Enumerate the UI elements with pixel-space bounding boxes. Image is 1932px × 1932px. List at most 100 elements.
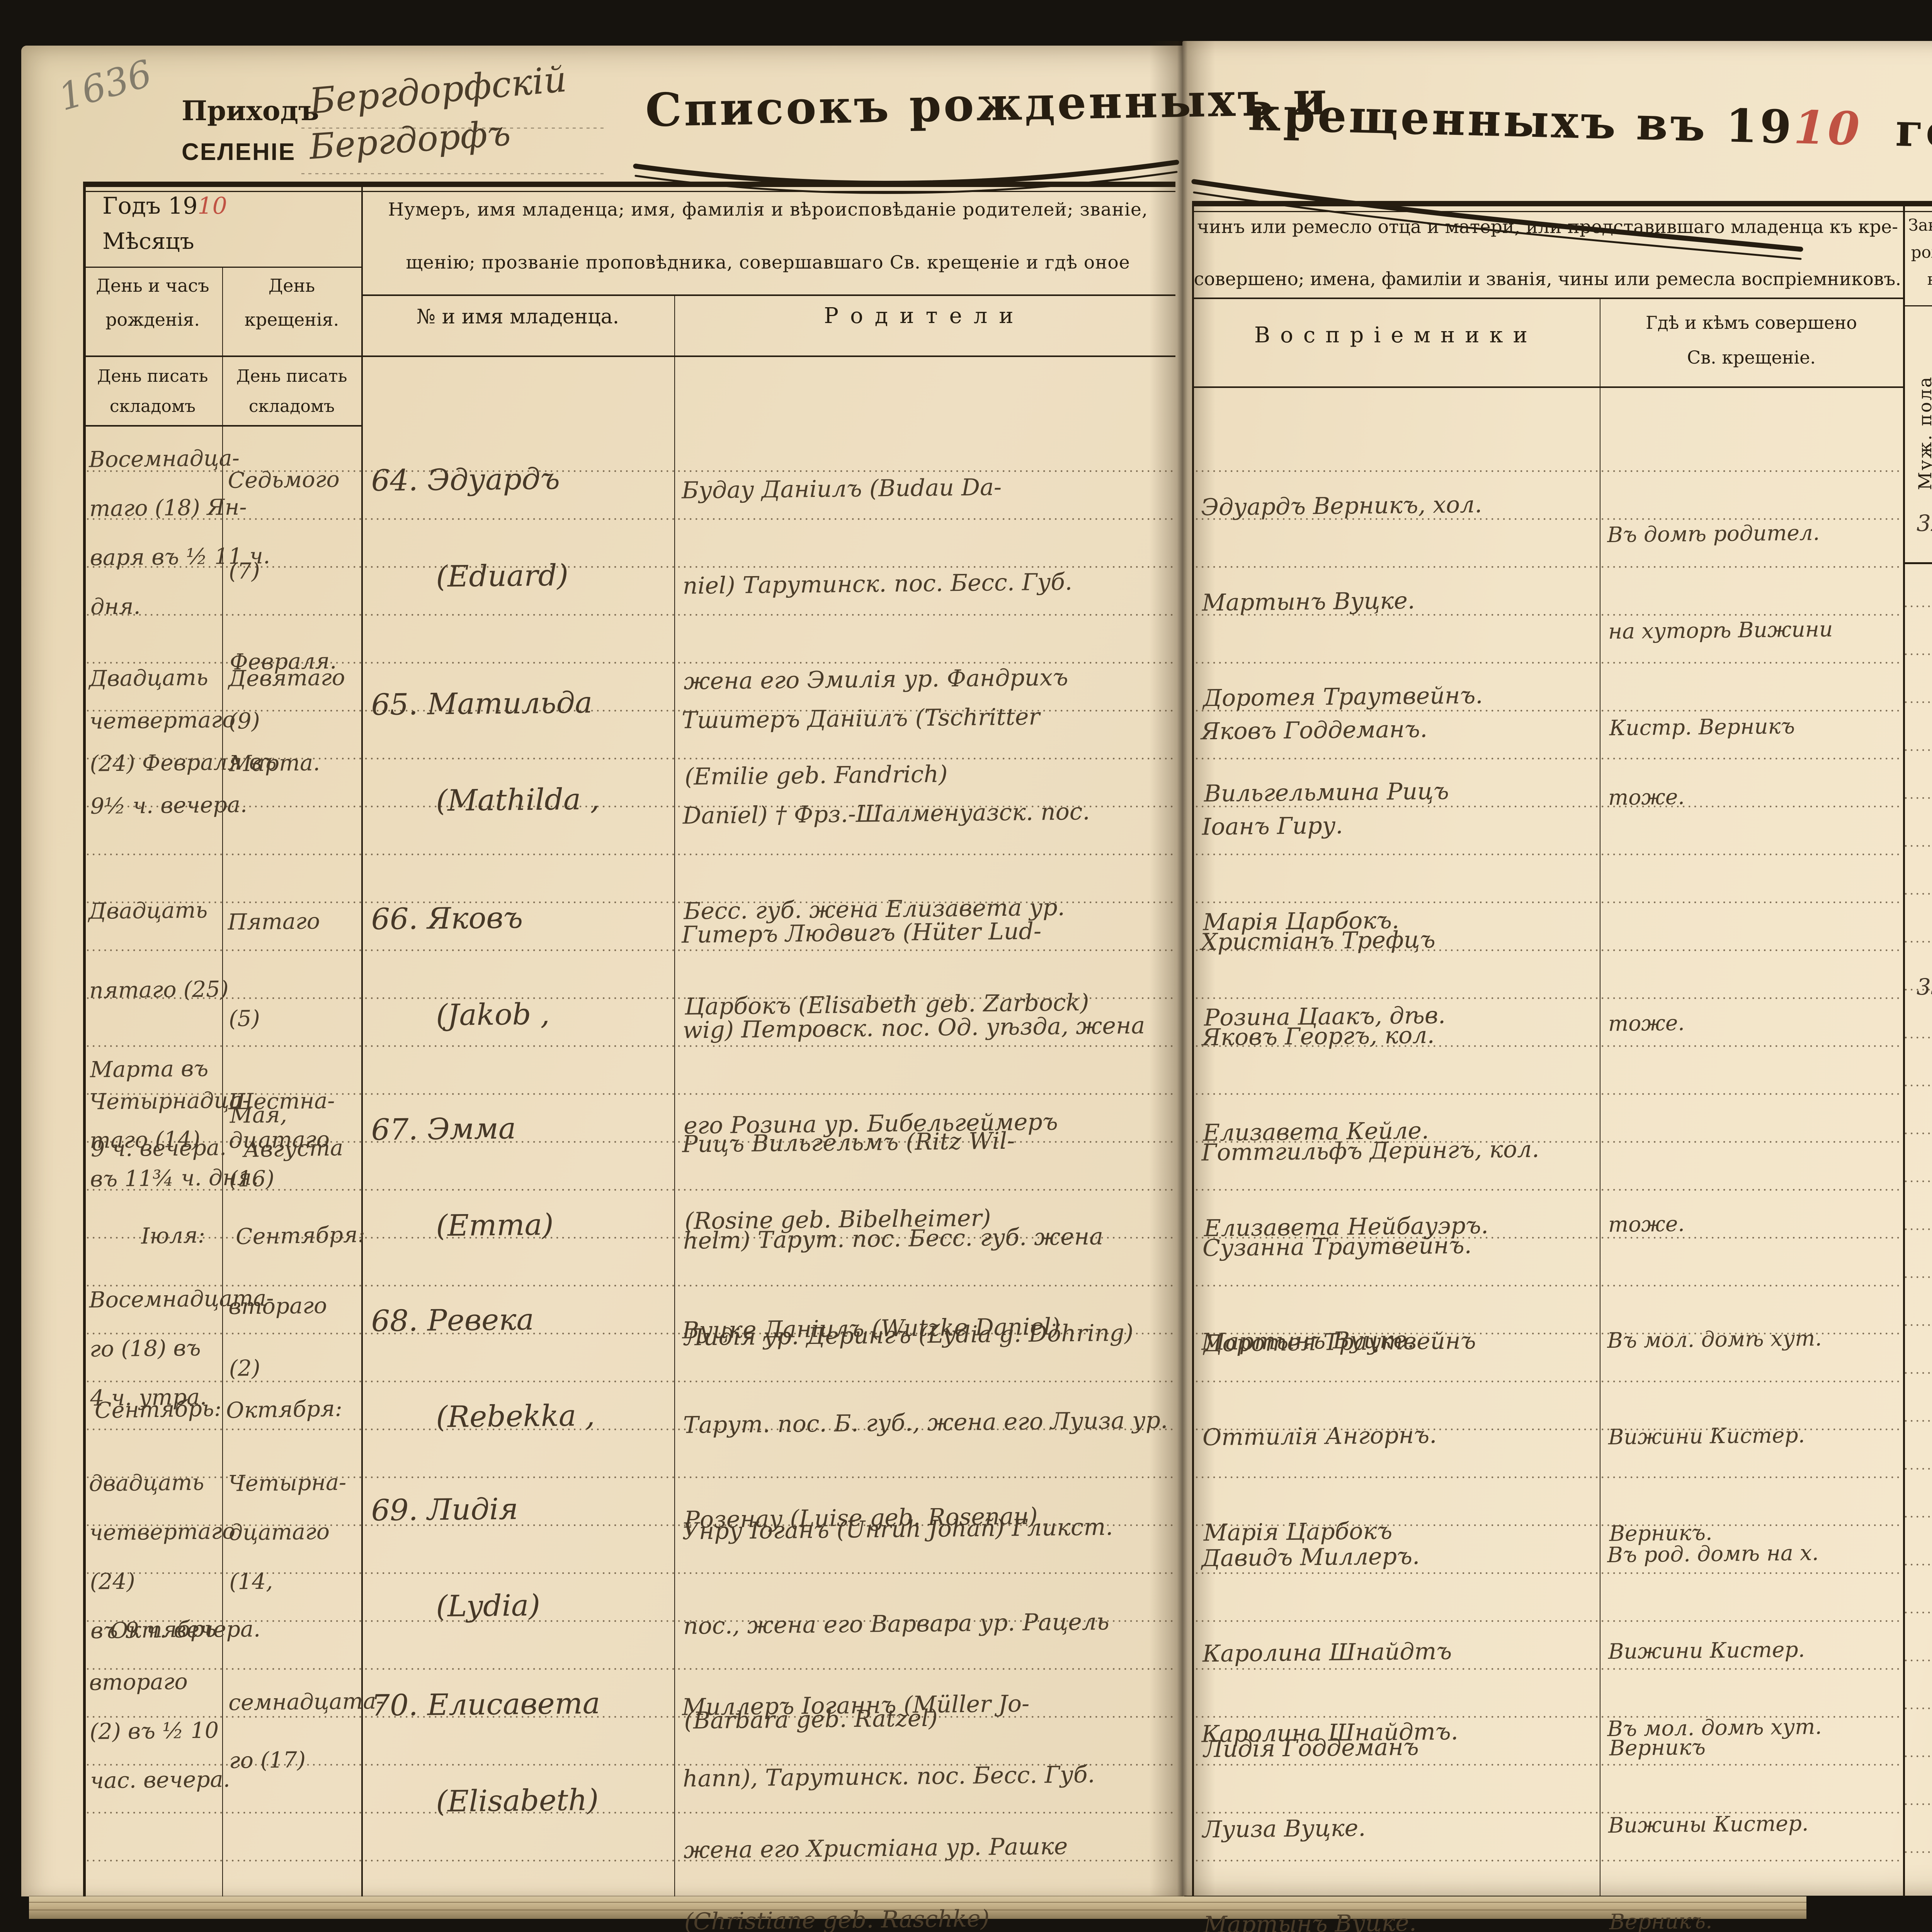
- entry-70-birth-line: втораго: [89, 1669, 188, 1696]
- entry-68-birth-line: Восемнадцата-: [89, 1285, 274, 1313]
- table-rule-horizontal: [1192, 386, 1903, 388]
- entry-69-name-line: (Lydia): [435, 1588, 541, 1624]
- entry-69-name: 69. Лидія (Lydia): [371, 1459, 670, 1655]
- entry-67-name-line: 67. Эмма: [371, 1111, 516, 1147]
- header-right-line2: совершено; имена, фамиліи и званія, чины…: [1194, 269, 1901, 290]
- col-birth-header-1: День и часъ: [96, 275, 209, 296]
- entry-65-godparents-line: Яковъ Годдеманъ.: [1201, 716, 1428, 745]
- village-dotted-line: [301, 173, 607, 174]
- col-parents-header: Родители: [824, 303, 1025, 328]
- entry-69-parents-line: пос., жена его Варвара ур. Рацель: [683, 1608, 1109, 1640]
- entry-68-godparents-line: Мартынъ Вуцке.: [1201, 1326, 1415, 1356]
- entry-64-parents-line: niel) Тарутинск. пос. Бесс. Губ.: [682, 568, 1073, 600]
- entry-70-birth-line: (2) въ ½ 10: [89, 1718, 219, 1745]
- col-where-header-1: Гдѣ и кѣмъ совершено: [1646, 312, 1857, 333]
- entry-64-stat-lm: 32: [1917, 510, 1932, 536]
- entry-65-where-line: тоже.: [1608, 784, 1685, 810]
- entry-64-baptism-line: Седьмого: [228, 466, 340, 493]
- month-annotation-5: Октябрь: [110, 1616, 217, 1644]
- entry-67-birth-line: Четырнадца-: [89, 1087, 250, 1115]
- group-legitimate-header: Законно-рожден-ные.: [1908, 216, 1932, 289]
- entry-64-godparents-line: Мартынъ Вуцке.: [1202, 587, 1415, 617]
- header-right-line1: чинъ или ремесло отца и матери, или пред…: [1197, 216, 1898, 238]
- entry-67-birth-line: въ 11¾ ч. дня.: [90, 1165, 259, 1192]
- entry-69-godparents-line: Давидъ Миллеръ.: [1201, 1543, 1420, 1572]
- entry-68-parents-line: Вуцке Даніилъ (Wutzke Daniel): [682, 1313, 1060, 1344]
- entry-68-baptism-line: (2): [229, 1355, 260, 1381]
- header-left-line1: Нумеръ, имя младенца; имя, фамилія и вѣр…: [388, 199, 1148, 220]
- col-godparents-header: Воспріемники: [1254, 323, 1537, 348]
- entry-70-birth: втораго (2) въ ½ 10 час. вечера.: [89, 1657, 230, 1805]
- entry-70-parents-line: hann), Тарутинск. пос. Бесс. Губ.: [682, 1761, 1095, 1793]
- entry-64-birth-line: варя въ ½ 11 ч.: [90, 543, 270, 571]
- col-baptism-header-1: День: [268, 275, 315, 296]
- entry-69-parents-line: Унру Іоганъ (Unruh Johañ) Гликст.: [682, 1513, 1113, 1545]
- year-cell: Годъ 1910: [102, 192, 227, 219]
- entry-67-baptism-line: Шестна-: [228, 1088, 335, 1115]
- entry-68-parents-line: Тарут. пос. Б. губ., жена его Луиза ур.: [683, 1406, 1168, 1439]
- entry-67-where-line: тоже.: [1608, 1211, 1685, 1237]
- month-annotation-4: Октября:: [226, 1396, 343, 1423]
- table-rule-horizontal: [361, 294, 1175, 296]
- entry-69-name-line: 69. Лидія: [371, 1492, 519, 1528]
- entry-68-baptism-line: втораго: [228, 1293, 327, 1320]
- entry-64-birth-line: Восемнадца-: [88, 445, 240, 473]
- entry-64-name-line: (Eduard): [435, 558, 569, 594]
- ruling-stats: [1905, 566, 1932, 1893]
- entry-66-baptism-line: (5): [228, 1005, 260, 1032]
- parish-label: Приходъ: [182, 95, 319, 127]
- entry-65-birth-line: четвертаго: [89, 707, 236, 734]
- entry-67-parents-line: Рицъ Вильгельмъ (Ritz Wil-: [682, 1127, 1015, 1158]
- entry-65-birth-line: Двадцать: [88, 665, 209, 692]
- col-number-name-header: № и имя младенца.: [416, 305, 619, 328]
- entry-66-godparents-line: Христіанъ Трефцъ: [1201, 926, 1436, 956]
- col-baptism-sub-2: складомъ: [248, 396, 335, 416]
- col-birth-sub-1: День писать: [97, 366, 208, 386]
- entry-64-birth: Восемнадца-таго (18) Ян-варя въ ½ 11 ч. д…: [88, 434, 270, 631]
- table-rule-vertical: [1192, 201, 1194, 1896]
- entry-70-parents-line: Миллеръ Іоганнъ (Müller Jo-: [682, 1690, 1030, 1721]
- entry-70-godparents-line: Луиза Вуцке.: [1202, 1814, 1366, 1844]
- col-baptism-sub-1: День писать: [236, 366, 347, 386]
- entry-64-name: 64. Эдуардъ (Eduard): [371, 429, 670, 626]
- entry-69-birth-line: четвертаго: [89, 1518, 236, 1546]
- entry-67-name: 67. Эмма (Emma): [371, 1078, 670, 1275]
- entry-66-birth-line: пятаго (25): [89, 976, 229, 1003]
- entry-64-birth-line: дня.: [90, 594, 141, 620]
- entry-68-birth-line: го (18) въ: [89, 1335, 201, 1362]
- entry-64-parents-line: Будау Даніилъ (Budau Da-: [681, 473, 1002, 504]
- entry-65-baptism-line: Марта.: [229, 750, 320, 777]
- entry-69-where-line: Въ род. домѣ на х.: [1607, 1540, 1819, 1567]
- entry-67-godparents-line: Готтгильфъ Дерингъ, кол.: [1201, 1136, 1539, 1167]
- entry-69-baptism-line: Четырна-: [228, 1469, 347, 1497]
- entry-70-baptism: семнадцата-го (17): [228, 1672, 384, 1789]
- entry-64-where: Въ домѣ родител. на хуторѣ Вижини Кистр. В…: [1607, 483, 1900, 776]
- entry-69-birth-line: (24): [90, 1568, 136, 1595]
- parish-dotted-line: [301, 128, 607, 129]
- ruling-right-page: [1196, 431, 1901, 1893]
- entry-65-birth-line: (24) Февраля въ: [90, 749, 277, 777]
- entry-65-name-line: (Mathilda ,: [435, 781, 600, 818]
- entry-67-birth: Четырнадца-таго (14) въ 11¾ ч. дня.: [89, 1081, 259, 1198]
- col-baptism-header-2: крещенія.: [244, 309, 339, 330]
- table-rule-horizontal: [83, 355, 1175, 357]
- entry-68-godparents-line: Оттилія Ангорнъ.: [1202, 1421, 1437, 1451]
- entry-64-name-line: 64. Эдуардъ: [371, 461, 560, 498]
- entry-66-parents-line: wig) Петровск. пос. Од. уѣзда, жена: [682, 1012, 1145, 1044]
- entry-70-parents-line: жена его Христіана ур. Рашке: [683, 1833, 1068, 1864]
- bottom-page-stack: [29, 1896, 1806, 1919]
- entry-70-where-line: Верникъ.: [1609, 1908, 1713, 1932]
- month-annotation-0: Августа: [243, 1135, 344, 1163]
- year-handwritten: 10: [197, 192, 227, 219]
- entry-70-godparents-line: Мартынъ Вуцке.: [1203, 1909, 1417, 1932]
- table-rule-vertical: [361, 182, 363, 1896]
- entry-65-baptism-line: (9): [228, 708, 260, 734]
- month-annotation-3: Сентябрь:: [94, 1396, 222, 1423]
- year-printed: Годъ 19: [102, 192, 198, 219]
- entry-69-birth-line: двадцать: [88, 1469, 204, 1497]
- entry-70-baptism-line: го (17): [229, 1747, 306, 1774]
- entry-66-godparents-line: Яковъ Георгъ, кол.: [1202, 1022, 1435, 1051]
- entry-70-name-line: (Elisabeth): [435, 1782, 599, 1819]
- entry-66-parents-line: Гитеръ Людвигъ (Hüter Lud-: [681, 917, 1042, 949]
